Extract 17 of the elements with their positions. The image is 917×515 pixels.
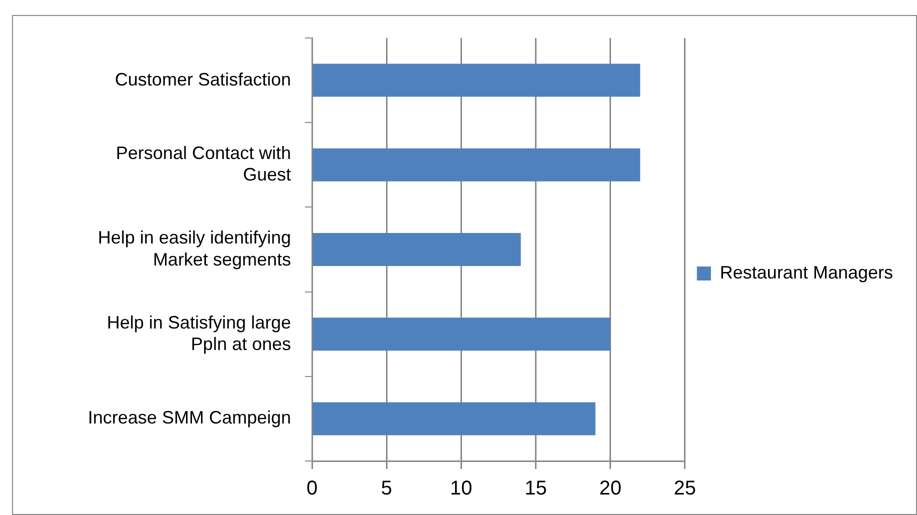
bar [312, 233, 521, 266]
x-tick-label: 20 [599, 478, 622, 500]
x-tick-label: 15 [524, 478, 547, 500]
bar [312, 402, 596, 436]
y-tick-label: Personal Contact with Guest [116, 143, 291, 185]
x-tick-label: 10 [450, 478, 472, 500]
legend-label: Restaurant Managers [720, 262, 893, 282]
y-tick-label: Help in Satisfying large Ppln at ones [106, 312, 291, 354]
y-tick-label: Increase SMM Campeign [88, 408, 291, 428]
bar [312, 148, 640, 182]
y-tick-label: Help in easily identifying Market segments [98, 228, 291, 270]
x-tick-label: 0 [306, 478, 318, 500]
bar [312, 64, 640, 97]
x-tick-label: 5 [381, 478, 392, 500]
x-tick-label: 25 [674, 478, 696, 500]
y-tick-label: Customer Satisfaction [114, 69, 291, 90]
bar [312, 318, 610, 351]
